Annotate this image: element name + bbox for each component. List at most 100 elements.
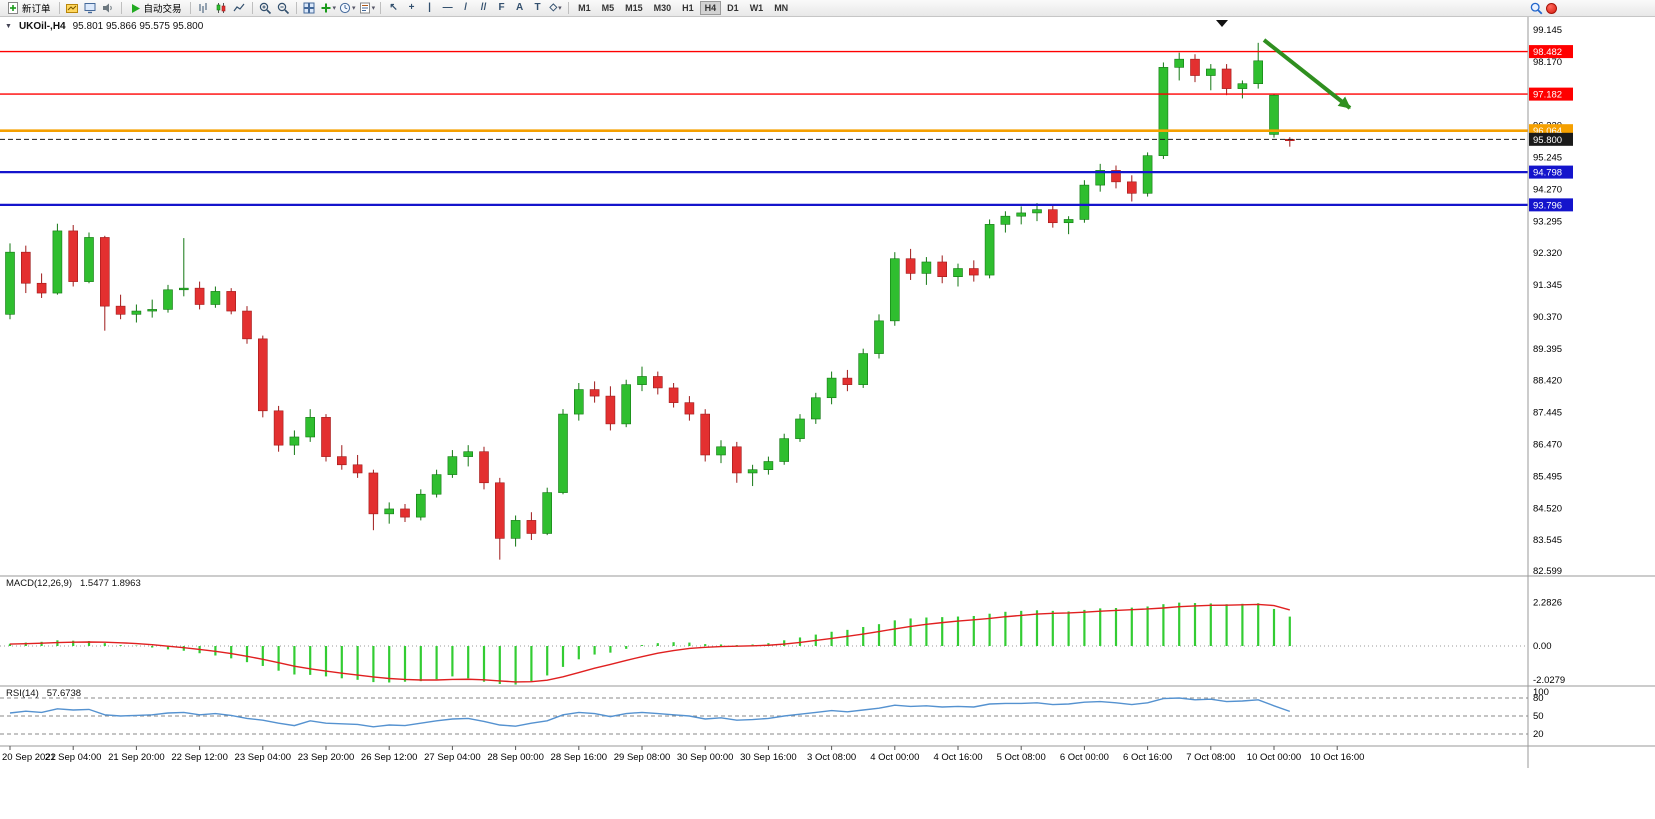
tile-windows-button[interactable] — [301, 1, 318, 16]
one-click-trading-toggle[interactable]: ▼ — [5, 23, 12, 30]
indicators-add-icon — [321, 3, 331, 13]
trendline-icon: / — [464, 2, 467, 13]
svg-text:-2.0279: -2.0279 — [1533, 675, 1565, 686]
tab-d1[interactable]: D1 — [722, 1, 744, 15]
vertical-line-icon: | — [428, 2, 431, 13]
svg-text:99.145: 99.145 — [1533, 25, 1562, 36]
rsi-name: RSI(14) — [6, 688, 39, 699]
tab-m5[interactable]: M5 — [597, 1, 620, 15]
chart-ohlc-values: 95.801 95.866 95.575 95.800 — [72, 21, 204, 32]
svg-text:20 Sep 2022: 20 Sep 2022 — [2, 752, 56, 763]
new-order-button[interactable]: 新订单 — [3, 1, 55, 16]
bar-chart-button[interactable] — [195, 1, 212, 16]
svg-text:10 Oct 00:00: 10 Oct 00:00 — [1247, 752, 1301, 763]
svg-text:88.420: 88.420 — [1533, 376, 1562, 387]
svg-text:21 Sep 04:00: 21 Sep 04:00 — [45, 752, 102, 763]
svg-text:21 Sep 20:00: 21 Sep 20:00 — [108, 752, 165, 763]
svg-text:50: 50 — [1533, 711, 1544, 722]
svg-text:0.00: 0.00 — [1533, 641, 1552, 652]
shapes-tool-button[interactable]: ◇ ▾ — [547, 1, 564, 16]
svg-text:4 Oct 00:00: 4 Oct 00:00 — [870, 752, 919, 763]
tab-m1[interactable]: M1 — [573, 1, 596, 15]
zoom-out-icon — [277, 2, 289, 14]
tab-h1[interactable]: H1 — [677, 1, 699, 15]
svg-text:29 Sep 08:00: 29 Sep 08:00 — [614, 752, 671, 763]
new-chart-button[interactable] — [64, 1, 81, 16]
cursor-icon: ↖ — [389, 2, 398, 13]
toolbar-separator — [568, 2, 570, 14]
cursor-tool-button[interactable]: ↖ — [385, 1, 402, 16]
templates-button[interactable]: ▾ — [358, 1, 377, 16]
svg-text:98.482: 98.482 — [1533, 47, 1562, 58]
candlestick-chart-button[interactable] — [213, 1, 230, 16]
toolbar: 新订单 自动交易 — [0, 0, 1655, 17]
rsi-value: 57.6738 — [46, 688, 82, 699]
autotrading-label: 自动交易 — [143, 4, 182, 15]
svg-text:30 Sep 16:00: 30 Sep 16:00 — [740, 752, 797, 763]
chart-title: ▼ UKOil-,H4 95.801 95.866 95.575 95.800 — [5, 21, 203, 32]
toolbar-separator — [189, 2, 191, 14]
svg-text:80: 80 — [1533, 693, 1544, 704]
svg-text:85.495: 85.495 — [1533, 471, 1562, 482]
notification-icon[interactable] — [1546, 2, 1557, 14]
fibonacci-tool-button[interactable]: F — [493, 1, 510, 16]
search-button[interactable] — [1528, 1, 1545, 16]
tab-w1[interactable]: W1 — [745, 1, 769, 15]
toolbar-separator — [380, 2, 382, 14]
line-chart-button[interactable] — [231, 1, 248, 16]
toolbar-separator — [58, 2, 60, 14]
svg-text:30 Sep 00:00: 30 Sep 00:00 — [677, 752, 734, 763]
tab-h4[interactable]: H4 — [699, 1, 722, 15]
candlestick-chart-icon — [216, 3, 226, 13]
svg-text:98.170: 98.170 — [1533, 57, 1562, 68]
crosshair-icon: + — [408, 2, 415, 13]
svg-text:7 Oct 08:00: 7 Oct 08:00 — [1186, 752, 1235, 763]
svg-text:23 Sep 20:00: 23 Sep 20:00 — [298, 752, 355, 763]
svg-text:93.796: 93.796 — [1533, 200, 1562, 211]
text-tool-button[interactable]: A — [511, 1, 528, 16]
search-icon — [1530, 2, 1543, 14]
shapes-caret-icon: ▾ — [558, 4, 562, 12]
horizontal-line-tool-button[interactable]: — — [439, 1, 456, 16]
vertical-line-tool-button[interactable]: | — [421, 1, 438, 16]
toolbar-separator — [251, 2, 253, 14]
label-tool-icon: T — [534, 2, 541, 13]
svg-text:89.395: 89.395 — [1533, 344, 1562, 355]
svg-text:94.798: 94.798 — [1533, 168, 1562, 179]
zoom-out-button[interactable] — [275, 1, 292, 16]
shapes-icon: ◇ — [549, 2, 558, 13]
new-order-icon — [8, 2, 18, 14]
tile-windows-icon — [303, 2, 315, 14]
autotrading-button[interactable]: 自动交易 — [126, 1, 186, 16]
svg-text:27 Sep 04:00: 27 Sep 04:00 — [424, 752, 481, 763]
macd-values: 1.5477 1.8963 — [80, 578, 141, 589]
tab-m30[interactable]: M30 — [649, 1, 677, 15]
chart-symbol: UKOil-,H4 — [18, 21, 66, 32]
svg-text:82.599: 82.599 — [1533, 566, 1562, 577]
svg-text:91.345: 91.345 — [1533, 280, 1562, 291]
profiles-button[interactable] — [82, 1, 99, 16]
line-chart-icon — [233, 3, 245, 12]
templates-icon — [359, 2, 370, 14]
crosshair-tool-button[interactable]: + — [403, 1, 420, 16]
channel-tool-button[interactable]: // — [475, 1, 492, 16]
label-tool-button[interactable]: T — [529, 1, 546, 16]
zoom-in-button[interactable] — [257, 1, 274, 16]
indicators-button[interactable]: ▾ — [319, 1, 338, 16]
svg-text:92.320: 92.320 — [1533, 248, 1562, 259]
macd-name: MACD(12,26,9) — [6, 578, 72, 589]
trendline-tool-button[interactable]: / — [457, 1, 474, 16]
svg-text:96.064: 96.064 — [1533, 126, 1562, 137]
tab-mn[interactable]: MN — [769, 1, 793, 15]
svg-text:10 Oct 16:00: 10 Oct 16:00 — [1310, 752, 1364, 763]
svg-text:6 Oct 00:00: 6 Oct 00:00 — [1060, 752, 1109, 763]
periods-clock-icon — [339, 2, 351, 14]
tab-m15[interactable]: M15 — [620, 1, 648, 15]
svg-text:95.245: 95.245 — [1533, 152, 1562, 163]
sound-button[interactable] — [100, 1, 117, 16]
zoom-in-icon — [259, 2, 271, 14]
periods-button[interactable]: ▾ — [338, 1, 357, 16]
horizontal-line-icon: — — [442, 2, 453, 13]
